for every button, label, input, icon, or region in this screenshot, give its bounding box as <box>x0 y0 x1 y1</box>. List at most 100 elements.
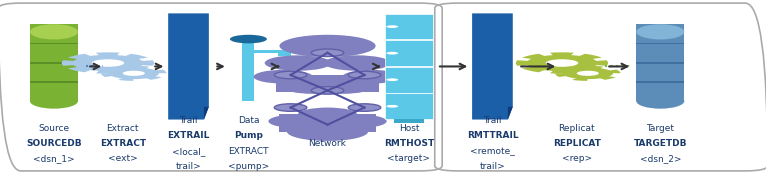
Circle shape <box>73 55 143 71</box>
Circle shape <box>386 78 398 81</box>
Text: Target: Target <box>647 124 674 133</box>
Circle shape <box>386 105 398 108</box>
Text: EXTRAIL: EXTRAIL <box>167 131 210 140</box>
Text: <target>: <target> <box>388 154 430 163</box>
Wedge shape <box>522 63 562 72</box>
Bar <box>637 81 684 83</box>
Bar <box>30 24 78 101</box>
Text: Network: Network <box>309 139 346 148</box>
Circle shape <box>577 71 599 76</box>
Bar <box>243 41 254 101</box>
Text: Data: Data <box>237 116 259 125</box>
Bar <box>385 14 433 39</box>
Circle shape <box>313 80 372 94</box>
Circle shape <box>386 52 398 55</box>
Polygon shape <box>508 107 512 120</box>
Bar <box>385 67 433 93</box>
Circle shape <box>349 104 381 111</box>
Text: EXTRACT: EXTRACT <box>228 147 269 156</box>
Circle shape <box>342 70 401 84</box>
Bar <box>394 119 424 123</box>
Text: <ext>: <ext> <box>108 154 138 163</box>
Wedge shape <box>560 67 588 73</box>
Wedge shape <box>108 63 148 72</box>
Polygon shape <box>204 107 209 120</box>
Text: trail>: trail> <box>175 162 201 171</box>
Circle shape <box>109 68 159 79</box>
Circle shape <box>303 59 312 61</box>
Text: <local_: <local_ <box>172 147 205 156</box>
Bar <box>30 43 78 44</box>
Circle shape <box>281 59 290 61</box>
Text: trail>: trail> <box>480 162 506 171</box>
Circle shape <box>274 104 307 111</box>
Wedge shape <box>572 73 588 81</box>
Circle shape <box>328 114 387 128</box>
Wedge shape <box>134 73 162 80</box>
Circle shape <box>283 80 342 94</box>
Circle shape <box>280 35 375 57</box>
Circle shape <box>545 59 578 67</box>
Wedge shape <box>562 54 602 63</box>
Text: <pump>: <pump> <box>228 162 269 171</box>
Circle shape <box>287 122 368 141</box>
Text: TARGETDB: TARGETDB <box>633 139 687 148</box>
Ellipse shape <box>637 24 684 39</box>
Text: RMTHOST: RMTHOST <box>384 139 434 148</box>
Wedge shape <box>555 73 588 77</box>
Wedge shape <box>106 67 134 73</box>
Wedge shape <box>588 70 620 73</box>
Circle shape <box>324 55 391 71</box>
Text: RMTTRAIL: RMTTRAIL <box>466 131 519 140</box>
Wedge shape <box>68 54 108 63</box>
Wedge shape <box>588 73 616 80</box>
Circle shape <box>292 59 301 61</box>
Wedge shape <box>134 70 166 73</box>
Bar <box>30 81 78 83</box>
Circle shape <box>386 25 398 28</box>
Bar <box>385 93 433 119</box>
Text: Pump: Pump <box>234 131 263 140</box>
Ellipse shape <box>30 24 78 39</box>
Bar <box>278 50 291 56</box>
Bar <box>276 75 379 92</box>
Wedge shape <box>68 63 108 72</box>
Text: EXTRACT: EXTRACT <box>100 139 146 148</box>
Circle shape <box>230 35 267 43</box>
Wedge shape <box>516 60 562 66</box>
Text: Trail: Trail <box>179 116 198 125</box>
Text: Host: Host <box>398 124 419 133</box>
Wedge shape <box>62 60 108 66</box>
Circle shape <box>254 70 313 84</box>
Text: Extract: Extract <box>106 124 139 133</box>
Circle shape <box>349 71 381 79</box>
Circle shape <box>268 114 328 128</box>
Polygon shape <box>169 13 209 120</box>
Text: <rep>: <rep> <box>561 154 592 163</box>
Circle shape <box>274 71 307 79</box>
Bar <box>280 114 375 132</box>
Text: SOURCEDB: SOURCEDB <box>26 139 82 148</box>
Text: Source: Source <box>38 124 70 133</box>
Text: <dsn_2>: <dsn_2> <box>640 154 681 163</box>
Circle shape <box>311 121 344 128</box>
Wedge shape <box>134 66 149 73</box>
Wedge shape <box>562 60 608 66</box>
Circle shape <box>92 59 124 67</box>
Bar <box>385 40 433 66</box>
Wedge shape <box>108 54 148 63</box>
Wedge shape <box>550 63 574 74</box>
Wedge shape <box>108 60 154 66</box>
Bar <box>637 62 684 64</box>
Circle shape <box>123 71 145 76</box>
Wedge shape <box>96 63 119 74</box>
Circle shape <box>311 49 344 57</box>
Text: <dsn_1>: <dsn_1> <box>33 154 75 163</box>
Wedge shape <box>550 52 574 63</box>
Text: <remote_: <remote_ <box>470 147 515 156</box>
Wedge shape <box>96 52 119 63</box>
Bar <box>637 24 684 101</box>
Text: REPLICAT: REPLICAT <box>553 139 601 148</box>
Circle shape <box>563 68 613 79</box>
Bar <box>30 62 78 64</box>
